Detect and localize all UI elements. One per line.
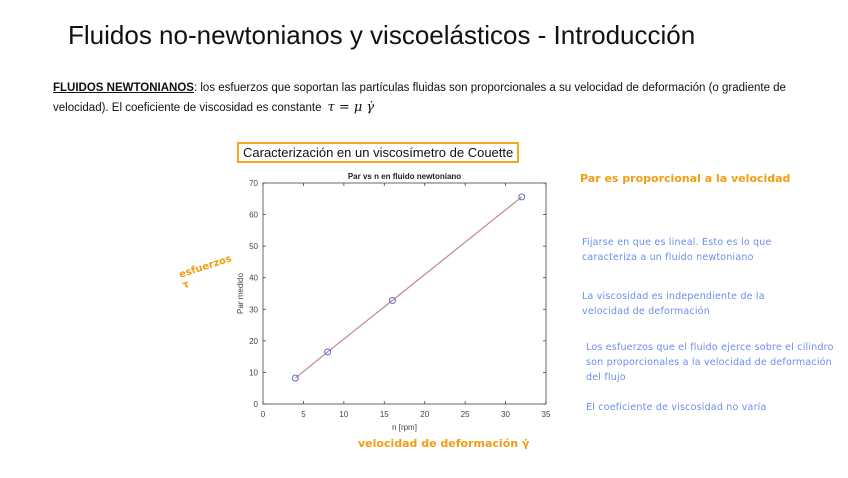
plot-area	[262, 182, 547, 405]
x-tick-label: 10	[339, 410, 348, 419]
intro-paragraph: FLUIDOS NEWTONIANOS: los esfuerzos que s…	[53, 79, 793, 118]
x-tick-label: 5	[301, 410, 306, 419]
note-2: La viscosidad es independiente de la vel…	[582, 291, 765, 317]
data-point	[518, 193, 526, 201]
x-tick-label: 15	[380, 410, 389, 419]
chart-box-title: Caracterización en un viscosímetro de Co…	[237, 142, 520, 163]
chart-title: Par vs n en fluido newtoniano	[348, 172, 461, 181]
y-tick-label: 70	[249, 179, 258, 188]
y-tick-label: 30	[249, 305, 258, 314]
data-point	[324, 348, 332, 356]
intro-label: FLUIDOS NEWTONIANOS	[53, 82, 194, 94]
x-tick-label: 25	[461, 410, 470, 419]
intro-text: : los esfuerzos que soportan las partícu…	[53, 82, 786, 114]
x-tick-label: 35	[542, 410, 551, 419]
x-tick-label: 20	[420, 410, 429, 419]
y-tick-label: 40	[249, 274, 258, 283]
x-axis-label: n [rpm]	[392, 423, 417, 432]
handwritten-note-right: Par es proporcional a la velocidad	[580, 172, 791, 185]
y-tick-label: 60	[249, 211, 258, 220]
x-tick-label: 0	[261, 410, 266, 419]
slide-title: Fluidos no-newtonianos y viscoelásticos …	[68, 20, 696, 50]
y-tick-label: 20	[249, 337, 258, 346]
y-tick-label: 0	[254, 400, 259, 409]
note-1: Fijarse en que es lineal. Esto es lo que…	[582, 237, 772, 263]
handwritten-note-bottom: velocidad de deformación γ̇	[358, 437, 530, 450]
x-tick-label: 30	[501, 410, 510, 419]
data-point	[388, 296, 396, 304]
fit-line	[294, 196, 523, 379]
y-axis-label: Par medido	[236, 273, 245, 314]
y-tick-label: 50	[249, 242, 258, 251]
note-3: Los esfuerzos que el fluido ejerce sobre…	[586, 342, 834, 383]
y-tick-label: 10	[249, 368, 258, 377]
viscosity-formula: τ = μ γ̇	[327, 100, 375, 115]
note-4: El coeficiente de viscosidad no varía	[586, 402, 767, 413]
data-point	[291, 374, 299, 382]
